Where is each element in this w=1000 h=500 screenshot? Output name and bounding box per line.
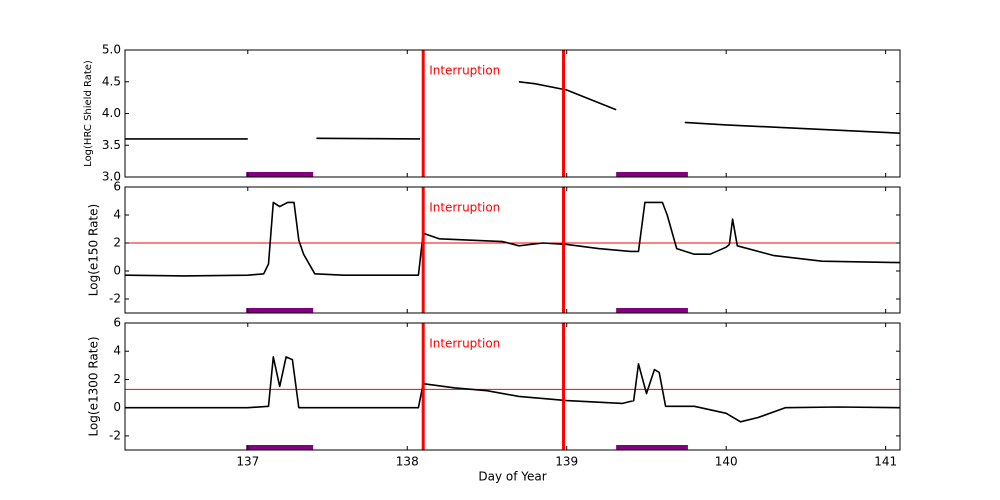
y-axis-label: Log(HRC Shield Rate)	[83, 60, 94, 167]
y-tick-label: 4	[113, 208, 121, 222]
y-tick-label: 4.0	[102, 106, 121, 120]
data-line	[125, 81, 901, 140]
y-tick-label: 3.5	[102, 138, 121, 152]
interval-bar	[246, 445, 314, 450]
interval-bar	[616, 308, 688, 313]
plot-frame	[124, 322, 901, 451]
annotation: Interruption	[429, 201, 500, 215]
plot-frame	[124, 49, 901, 178]
interval-bar	[616, 172, 688, 177]
plot-frame	[124, 186, 901, 314]
y-tick-label: 2	[113, 236, 121, 250]
y-tick-label: 6	[113, 180, 121, 194]
data-line	[124, 201, 901, 277]
annotation: Interruption	[429, 337, 500, 351]
y-tick-label: -2	[109, 292, 121, 306]
x-tick-label: 137	[236, 455, 259, 469]
x-tick-label: 140	[715, 455, 738, 469]
x-axis-label: Day of Year	[478, 470, 546, 484]
y-axis-label: Log(e150 Rate)	[87, 204, 101, 296]
y-tick-label: 2	[113, 372, 121, 386]
annotation: Interruption	[429, 64, 500, 78]
y-tick-label: 3.0	[102, 170, 121, 184]
y-tick-label: 5.0	[102, 43, 121, 57]
interval-bar	[246, 172, 314, 177]
y-tick-label: 4.5	[102, 74, 121, 88]
x-tick-label: 141	[874, 455, 897, 469]
interval-bar	[616, 445, 688, 450]
interval-bar	[246, 308, 314, 313]
data-line	[125, 356, 901, 423]
y-tick-label: 0	[113, 264, 121, 278]
x-tick-label: 139	[555, 455, 578, 469]
y-tick-label: 6	[113, 316, 121, 330]
y-axis-label: Log(e1300 Rate)	[87, 336, 101, 436]
y-tick-label: 4	[113, 344, 121, 358]
x-tick-label: 138	[396, 455, 419, 469]
y-tick-label: -2	[109, 428, 121, 442]
y-tick-label: 0	[113, 400, 121, 414]
